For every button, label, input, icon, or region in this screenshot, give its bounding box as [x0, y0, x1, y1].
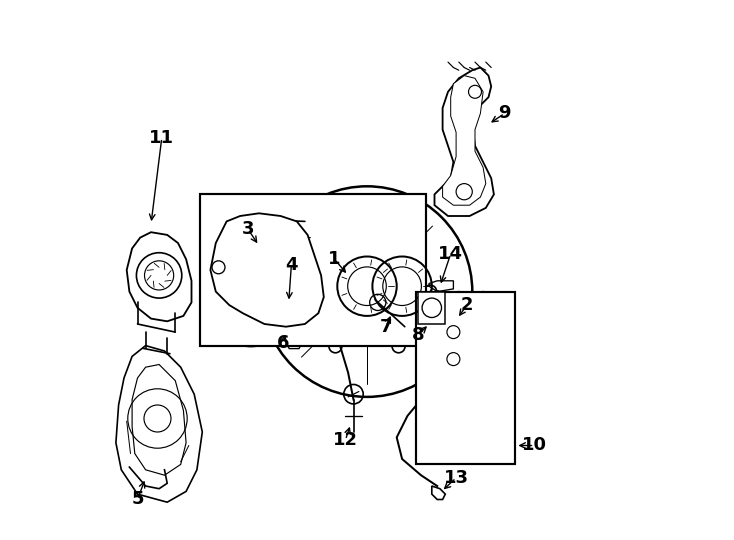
Circle shape: [271, 312, 282, 322]
Polygon shape: [116, 346, 203, 502]
Polygon shape: [284, 332, 304, 349]
Text: 13: 13: [443, 469, 468, 487]
Bar: [418, 292, 446, 324]
Text: 5: 5: [131, 490, 144, 509]
Text: 12: 12: [333, 431, 358, 449]
Polygon shape: [127, 232, 192, 321]
Text: 9: 9: [498, 104, 511, 123]
Circle shape: [220, 312, 230, 322]
Polygon shape: [444, 322, 468, 342]
Circle shape: [245, 327, 256, 338]
Text: 3: 3: [242, 220, 255, 239]
Circle shape: [271, 282, 282, 293]
Text: 4: 4: [285, 255, 298, 274]
Text: 6: 6: [277, 334, 289, 352]
Text: 10: 10: [522, 436, 547, 455]
Polygon shape: [211, 213, 324, 327]
Bar: [200, 194, 426, 346]
Text: 7: 7: [379, 318, 392, 336]
Text: 1: 1: [328, 250, 341, 268]
Polygon shape: [132, 364, 186, 475]
Polygon shape: [432, 486, 446, 500]
Polygon shape: [472, 292, 507, 417]
Circle shape: [220, 282, 230, 293]
Circle shape: [245, 267, 256, 278]
Polygon shape: [443, 76, 486, 205]
Text: 2: 2: [461, 296, 473, 314]
Polygon shape: [274, 315, 293, 333]
Polygon shape: [429, 437, 454, 454]
Polygon shape: [429, 287, 446, 302]
Polygon shape: [470, 440, 494, 459]
Text: 14: 14: [438, 245, 463, 263]
Text: 8: 8: [412, 326, 424, 344]
Polygon shape: [429, 292, 478, 408]
Bar: [415, 292, 515, 464]
Polygon shape: [435, 68, 494, 216]
Text: 11: 11: [149, 129, 174, 147]
Polygon shape: [429, 281, 454, 292]
Polygon shape: [435, 302, 473, 395]
